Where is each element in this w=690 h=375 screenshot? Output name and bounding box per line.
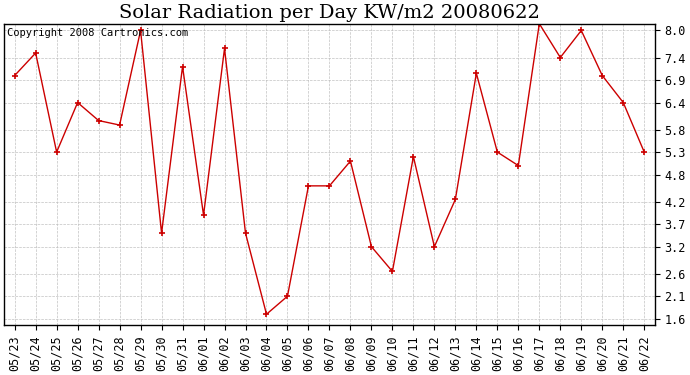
Title: Solar Radiation per Day KW/m2 20080622: Solar Radiation per Day KW/m2 20080622 — [119, 4, 540, 22]
Text: Copyright 2008 Cartronics.com: Copyright 2008 Cartronics.com — [8, 28, 188, 38]
